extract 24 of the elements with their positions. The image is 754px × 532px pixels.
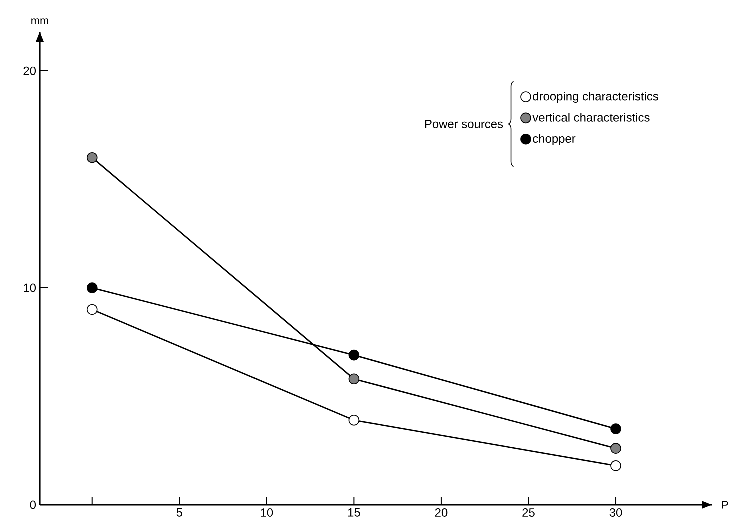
legend-title: Power sources [425,120,504,128]
legend-label: chopper [533,134,576,146]
x-tick-label: 30 [610,508,622,517]
x-tick-label: 15 [348,508,360,517]
point [86,152,98,164]
point [348,374,360,385]
legend-label: drooping characteristics [533,92,658,104]
legend-label: vertical characteristics [532,113,650,122]
x-tick-label: 5 [176,508,182,517]
point [86,304,98,316]
point [86,282,98,294]
x-tick-label: 20 [435,508,448,517]
x-tick-label: 25 [522,508,535,517]
y-axis-title: mm [32,18,48,24]
y-tick-label: 10 [24,284,36,292]
x-tick-label: 10 [261,508,274,517]
point [348,414,360,426]
point [610,460,622,472]
point [348,350,360,361]
x-axis-title: P [722,501,728,509]
y-tick-label: 20 [24,66,36,76]
point [610,424,622,434]
point [610,443,622,454]
y-tick-label: 0 [30,500,36,510]
